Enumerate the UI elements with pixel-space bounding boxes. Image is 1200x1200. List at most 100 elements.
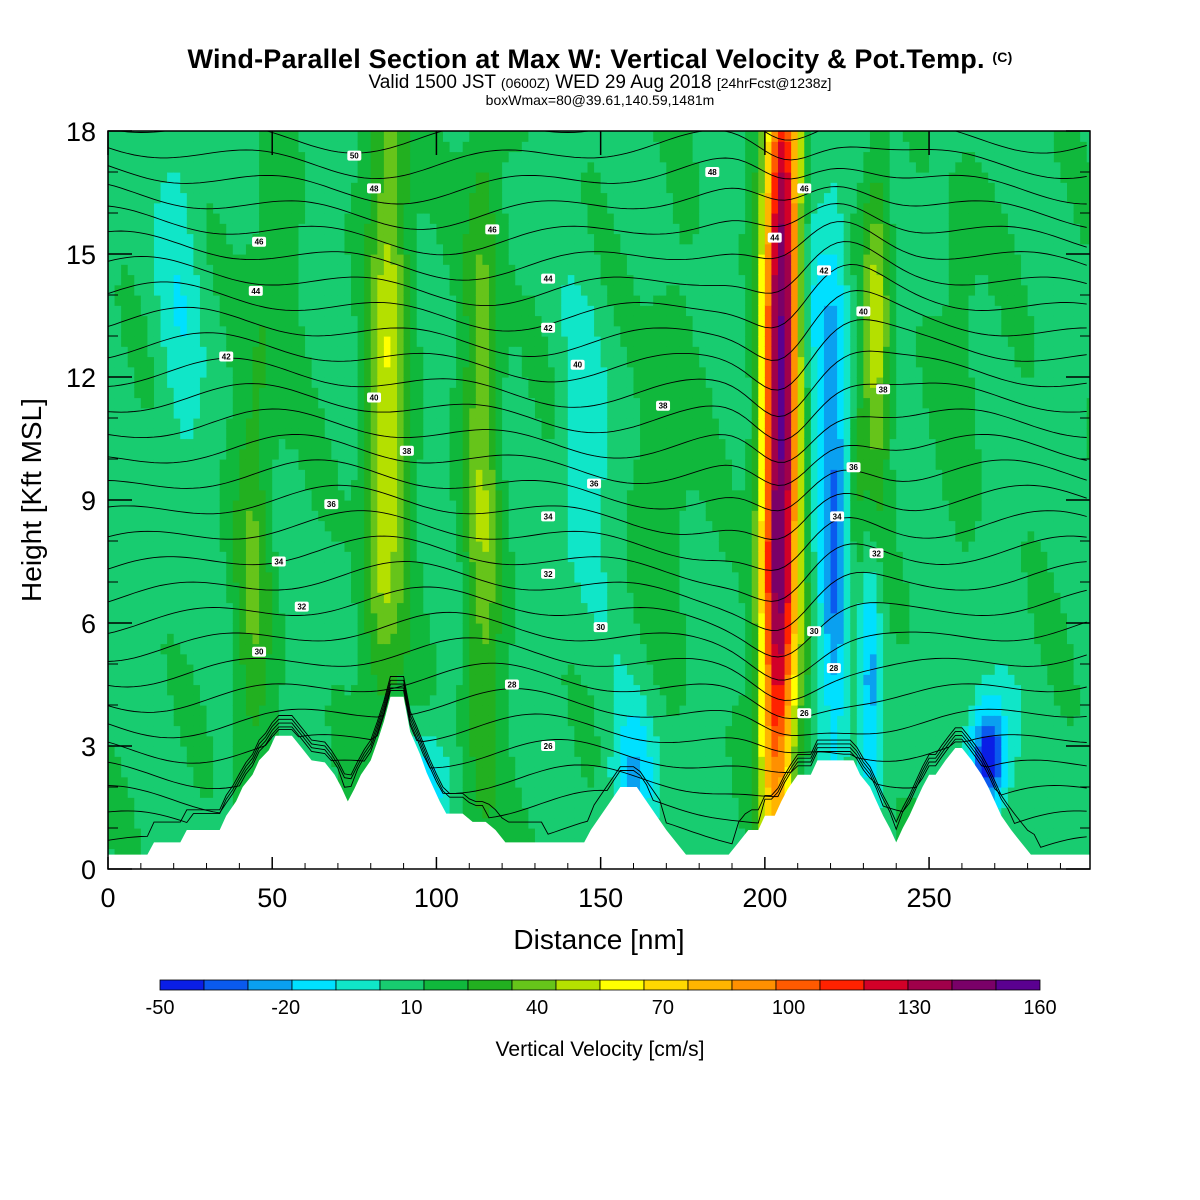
velocity-cell — [226, 776, 234, 788]
velocity-cell — [436, 172, 444, 183]
velocity-cell — [226, 192, 234, 204]
velocity-cell — [443, 377, 451, 388]
velocity-cell — [121, 530, 129, 542]
velocity-cell — [521, 735, 529, 747]
velocity-cell — [397, 530, 405, 542]
velocity-cell — [193, 387, 201, 399]
velocity-cell — [561, 664, 569, 675]
velocity-cell — [147, 141, 155, 153]
velocity-cell — [252, 448, 260, 460]
velocity-cell — [206, 469, 214, 481]
velocity-cell — [127, 407, 135, 419]
velocity-cell — [429, 776, 438, 788]
velocity-cell — [554, 295, 562, 306]
velocity-cell — [127, 315, 135, 327]
velocity-cell — [160, 500, 168, 511]
velocity-cell — [121, 787, 129, 798]
velocity-cell — [508, 192, 516, 204]
velocity-cell — [488, 366, 497, 378]
velocity-cell — [521, 377, 529, 388]
velocity-cell — [206, 397, 214, 409]
velocity-cell — [436, 161, 444, 173]
velocity-cell — [528, 623, 536, 634]
velocity-cell — [508, 346, 516, 358]
velocity-cell — [127, 776, 135, 788]
velocity-cell — [462, 756, 470, 768]
velocity-cell — [114, 643, 122, 655]
velocity-cell — [534, 541, 543, 552]
velocity-cell — [416, 366, 424, 378]
velocity-cell — [160, 664, 168, 675]
velocity-cell — [436, 254, 444, 265]
velocity-cell — [219, 664, 227, 675]
velocity-cell — [508, 438, 516, 450]
velocity-cell — [199, 643, 208, 655]
velocity-cell — [285, 561, 293, 573]
velocity-cell — [416, 479, 424, 491]
velocity-cell — [140, 705, 149, 716]
velocity-cell — [160, 756, 168, 768]
velocity-cell — [344, 387, 352, 399]
velocity-cell — [337, 387, 346, 399]
velocity-cell — [206, 643, 214, 655]
velocity-cell — [134, 387, 142, 399]
velocity-cell — [186, 612, 194, 624]
velocity-cell — [180, 387, 188, 399]
velocity-cell — [252, 223, 260, 235]
velocity-cell — [285, 315, 293, 327]
velocity-cell — [180, 274, 188, 286]
velocity-cell — [206, 151, 214, 163]
velocity-cell — [554, 192, 562, 204]
velocity-cell — [436, 725, 444, 737]
velocity-cell — [541, 643, 549, 655]
velocity-cell — [206, 705, 214, 716]
velocity-cell — [423, 479, 431, 491]
velocity-cell — [199, 305, 208, 317]
velocity-cell — [153, 787, 162, 798]
velocity-cell — [285, 459, 293, 470]
velocity-cell — [147, 448, 155, 460]
velocity-cell — [364, 131, 372, 142]
velocity-cell — [298, 684, 306, 696]
velocity-cell — [180, 131, 188, 142]
velocity-cell — [508, 315, 516, 327]
velocity-cell — [351, 254, 359, 265]
velocity-cell — [488, 356, 497, 368]
velocity-cell — [114, 571, 122, 583]
velocity-cell — [318, 377, 326, 388]
velocity-cell — [534, 295, 543, 306]
velocity-cell — [502, 346, 510, 358]
velocity-cell — [199, 284, 208, 296]
velocity-cell — [245, 674, 254, 686]
velocity-cell — [108, 684, 116, 696]
velocity-cell — [167, 787, 175, 798]
velocity-cell — [213, 592, 221, 604]
velocity-cell — [140, 612, 149, 624]
velocity-cell — [331, 356, 339, 368]
velocity-cell — [219, 469, 227, 481]
velocity-cell — [397, 469, 405, 481]
velocity-cell — [239, 469, 247, 481]
velocity-cell — [515, 448, 523, 460]
velocity-cell — [449, 787, 457, 798]
velocity-cell — [390, 254, 398, 265]
velocity-cell — [311, 182, 319, 194]
velocity-cell — [508, 151, 516, 163]
velocity-cell — [108, 448, 116, 460]
velocity-cell — [239, 151, 247, 163]
velocity-cell — [443, 612, 451, 624]
velocity-cell — [213, 161, 221, 173]
velocity-cell — [462, 448, 470, 460]
velocity-cell — [134, 469, 142, 481]
velocity-cell — [318, 571, 326, 583]
velocity-cell — [239, 633, 247, 645]
velocity-cell — [291, 325, 300, 337]
velocity-cell — [311, 418, 319, 429]
velocity-cell — [390, 418, 398, 429]
velocity-cell — [206, 817, 214, 829]
velocity-cell — [449, 223, 457, 235]
velocity-cell — [167, 418, 175, 429]
velocity-cell — [147, 602, 155, 614]
velocity-cell — [147, 756, 155, 768]
velocity-cell — [337, 305, 346, 317]
